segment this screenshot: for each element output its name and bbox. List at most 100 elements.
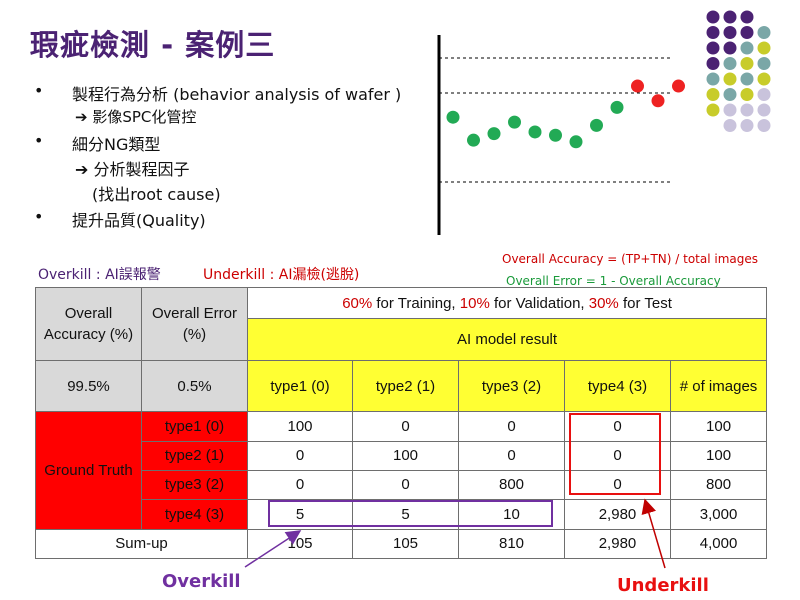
ground-truth-label: Ground Truth [35, 411, 142, 530]
scatter-point [610, 100, 624, 114]
col-header-type3: type3 (2) [458, 360, 565, 413]
scatter-point [672, 79, 685, 93]
error-formula: Overall Error = 1 - Overall Accuracy [506, 274, 721, 288]
split-text: 30% [588, 294, 619, 312]
underkill-label: Underkill [617, 575, 709, 596]
grid-dot [757, 57, 771, 70]
grid-dot [706, 72, 720, 86]
table-cell: 0 [247, 440, 353, 471]
table-cell: 0 [352, 469, 459, 500]
header-overall-accuracy: Overall Accuracy (%) [35, 286, 142, 362]
grid-dot [723, 88, 737, 101]
scatter-point [631, 79, 644, 93]
grid-dot [740, 10, 754, 24]
arrow-icon: ➔ [75, 160, 89, 179]
table-cell: 0 [564, 440, 671, 471]
grid-dot [706, 26, 720, 39]
col-header-num-images: # of images [669, 360, 768, 413]
table-cell: 5 [352, 498, 459, 530]
table-cell: 0 [352, 411, 459, 442]
scatter-point [467, 133, 480, 147]
grid-dot [723, 57, 737, 70]
bullet-dot: • [34, 131, 44, 150]
overkill-label: Overkill [162, 571, 241, 592]
table-cell: 2,980 [564, 498, 671, 530]
table-cell: 100 [352, 440, 459, 471]
grid-dot [723, 119, 737, 132]
scatter-point [446, 110, 460, 124]
row-label-type2: type2 (1) [141, 440, 248, 471]
bullet-quality: 提升品質(Quality) [72, 211, 206, 230]
col-header-type2: type2 (1) [352, 360, 459, 413]
arrow-icon: ➔ [75, 108, 88, 126]
decorative-dot-grid [706, 10, 771, 132]
bullet-dot: • [34, 81, 44, 100]
sub-bullet-root-cause: (找出root cause) [92, 185, 221, 204]
grid-dot [757, 119, 771, 132]
scatter-point [549, 128, 562, 142]
grid-dot [740, 103, 754, 117]
grid-dot [706, 41, 720, 55]
row-label-type4: type4 (3) [141, 498, 248, 530]
table-cell: 0 [458, 440, 565, 471]
grid-dot [757, 72, 771, 86]
grid-dot [723, 72, 737, 86]
scatter-point [508, 115, 521, 129]
split-text: for Training, [372, 294, 460, 312]
data-split-header: 60% for Training, 10% for Validation, 30… [246, 286, 768, 320]
col-header-type1: type1 (0) [247, 360, 353, 413]
scatter-point [528, 125, 542, 139]
accuracy-formula: Overall Accuracy = (TP+TN) / total image… [502, 252, 759, 266]
table-cell: 5 [247, 498, 353, 530]
table-cell: 100 [669, 411, 768, 442]
scatter-point [487, 127, 501, 141]
overkill-legend: Overkill : AI誤報警 [38, 267, 161, 283]
table-cell: 3,000 [669, 498, 768, 530]
grid-dot [706, 103, 720, 117]
grid-dot [757, 88, 771, 101]
scatter-point [651, 94, 665, 108]
dot-grid [706, 10, 771, 132]
grid-dot [706, 10, 720, 24]
row-label-type3: type3 (2) [141, 469, 248, 500]
sum-up-label: Sum-up [35, 528, 248, 560]
split-text: for Validation, [489, 294, 589, 312]
grid-dot [723, 10, 737, 24]
grid-dot [723, 41, 737, 55]
grid-dot [740, 119, 754, 132]
grid-dot [740, 41, 754, 55]
table-cell: 800 [458, 469, 565, 500]
sum-cell: 105 [247, 528, 353, 560]
sum-cell: 4,000 [669, 528, 768, 560]
grid-dot [706, 57, 720, 70]
col-header-type4: type4 (3) [564, 360, 671, 413]
sub-bullet-factors: ➔ 分析製程因子 [75, 160, 190, 179]
scatter-points [446, 79, 685, 149]
table-cell: 0 [458, 411, 565, 442]
grid-dot [757, 41, 771, 55]
split-text: 10% [459, 294, 490, 312]
header-ai-model-result: AI model result [246, 318, 768, 362]
grid-dot [706, 88, 720, 101]
error-value: 0.5% [141, 360, 248, 413]
sub-bullet-spc: ➔ 影像SPC化管控 [75, 108, 197, 126]
underkill-highlight-box [569, 413, 661, 495]
page-title: 瑕疵檢測 - 案例三 [30, 28, 276, 62]
scatter-point [590, 118, 603, 132]
confusion-matrix-table: Overall Accuracy (%) Overall Error (%) 6… [35, 286, 768, 560]
table-cell: 100 [247, 411, 353, 442]
overkill-highlight-box [268, 500, 553, 527]
sum-cell: 105 [352, 528, 459, 560]
sum-cell: 2,980 [564, 528, 671, 560]
grid-dot [740, 26, 754, 39]
split-text: 60% [342, 294, 373, 312]
underkill-legend: Underkill : AI漏檢(逃脫) [203, 267, 360, 283]
table-cell: 100 [669, 440, 768, 471]
bullet-behavior-analysis: 製程行為分析 (behavior analysis of wafer ) [72, 85, 402, 104]
grid-dot [723, 103, 737, 117]
row-label-type1: type1 (0) [141, 411, 248, 442]
header-overall-error: Overall Error (%) [141, 286, 248, 362]
split-text: for Test [618, 294, 672, 312]
grid-dot [757, 103, 771, 117]
sum-cell: 810 [458, 528, 565, 560]
